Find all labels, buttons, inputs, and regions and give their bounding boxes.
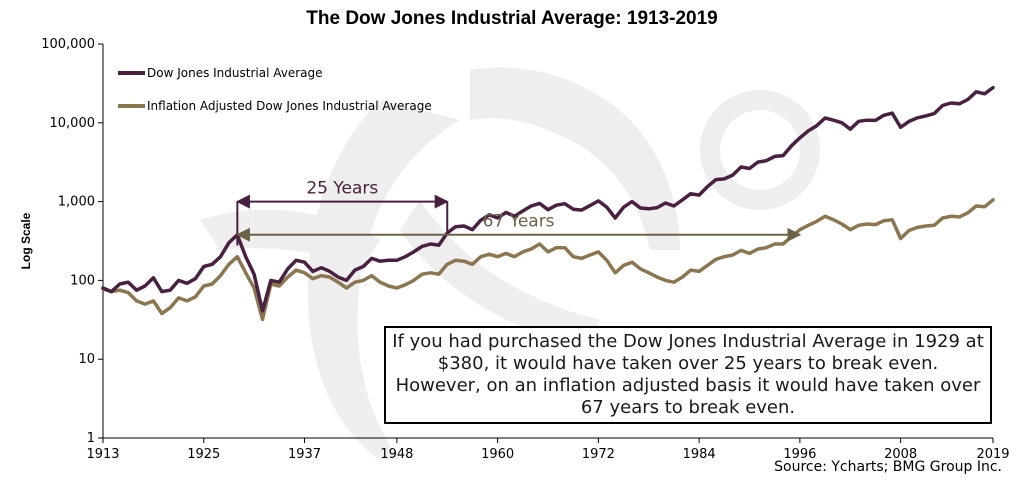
annotation-label: 67 Years	[483, 212, 555, 232]
x-tick-label: 2008	[884, 447, 917, 462]
x-tick-label: 1913	[86, 447, 119, 462]
y-tick-label: 1,000	[58, 195, 95, 210]
source-credit: Source: Ycharts; BMG Group Inc.	[774, 459, 1002, 475]
note-line: 67 years to break even.	[580, 397, 796, 418]
x-tick-label: 1960	[481, 447, 514, 462]
note-line: $380, it would have taken over 25 years …	[437, 353, 939, 374]
annotation-note-box: If you had purchased the Dow Jones Indus…	[384, 326, 992, 424]
x-tick-label: 1996	[783, 447, 816, 462]
y-tick-label: 10,000	[50, 116, 96, 131]
y-axis-label: Log Scale	[19, 212, 33, 269]
legend: Dow Jones Industrial Average Inflation Ad…	[118, 66, 432, 113]
axes: 1 10 100 1,000 10,000 100,000 Log Scale 1913 192…	[19, 37, 1010, 462]
series-line	[101, 85, 995, 313]
x-tick-label: 2019	[976, 447, 1009, 462]
x-tick-label: 1984	[683, 447, 716, 462]
x-tick-label: 1925	[187, 447, 220, 462]
note-line: If you had purchased the Dow Jones Indus…	[392, 331, 984, 352]
x-tick-label: 1948	[380, 447, 413, 462]
series-layer	[101, 85, 995, 322]
series-line	[101, 198, 995, 322]
note-line: However, on an inflation adjusted basis …	[395, 375, 981, 396]
x-tick-label: 1937	[288, 447, 321, 462]
y-tick-label: 1	[87, 431, 95, 446]
y-tick-label: 100	[70, 273, 95, 288]
x-tick-label: 1972	[582, 447, 615, 462]
legend-label: Inflation Adjusted Dow Jones Industrial …	[147, 99, 432, 113]
annotation-label: 25 Years	[306, 179, 378, 199]
annotation-layer: 25 Years 67 Years	[235, 179, 802, 246]
chart-title: The Dow Jones Industrial Average: 1913-2…	[306, 8, 718, 29]
y-tick-label: 100,000	[41, 37, 95, 52]
legend-label: Dow Jones Industrial Average	[147, 66, 323, 80]
y-tick-label: 10	[78, 352, 95, 367]
